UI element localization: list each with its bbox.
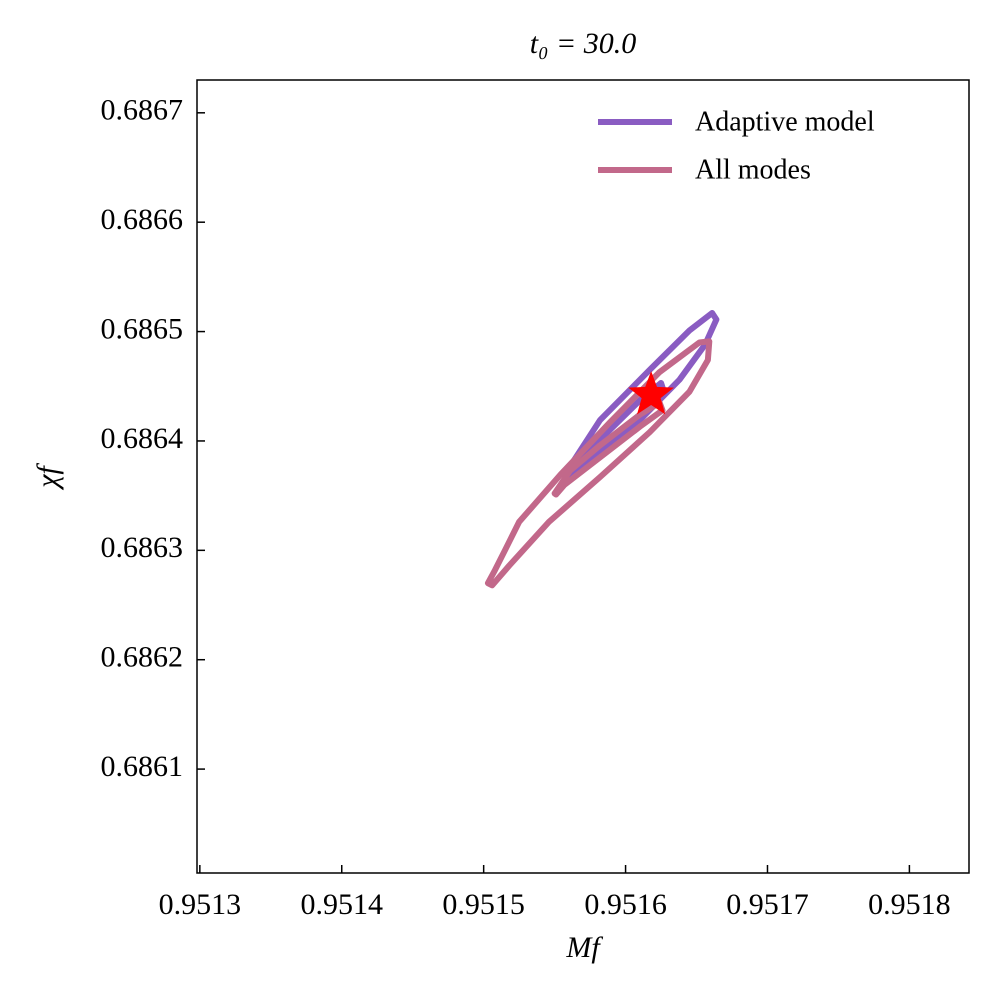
- y-tick-label: 0.6862: [101, 641, 184, 674]
- x-tick-label: 0.9514: [301, 888, 384, 921]
- x-tick-label: 0.9518: [868, 888, 951, 921]
- y-tick-label: 0.6863: [101, 531, 184, 564]
- y-tick-label: 0.6867: [101, 94, 184, 127]
- legend-label: All modes: [695, 154, 811, 185]
- y-tick-label: 0.6864: [101, 422, 184, 455]
- plot-frame: [196, 79, 970, 874]
- y-tick-label: 0.6861: [101, 750, 184, 783]
- x-tick-label: 0.9517: [726, 888, 809, 921]
- x-axis-label: Mf: [565, 931, 603, 964]
- contour-line: [484, 338, 713, 589]
- x-tick-label: 0.9515: [442, 888, 525, 921]
- chart-title: t₀ = 30.0: [530, 27, 637, 60]
- x-tick-label: 0.9513: [159, 888, 242, 921]
- y-tick-label: 0.6866: [101, 203, 184, 236]
- y-axis-label: χf: [31, 463, 64, 491]
- marker-star: [628, 371, 674, 415]
- legend-label: Adaptive model: [695, 106, 875, 137]
- x-tick-label: 0.9516: [584, 888, 667, 921]
- y-tick-label: 0.6865: [101, 312, 184, 345]
